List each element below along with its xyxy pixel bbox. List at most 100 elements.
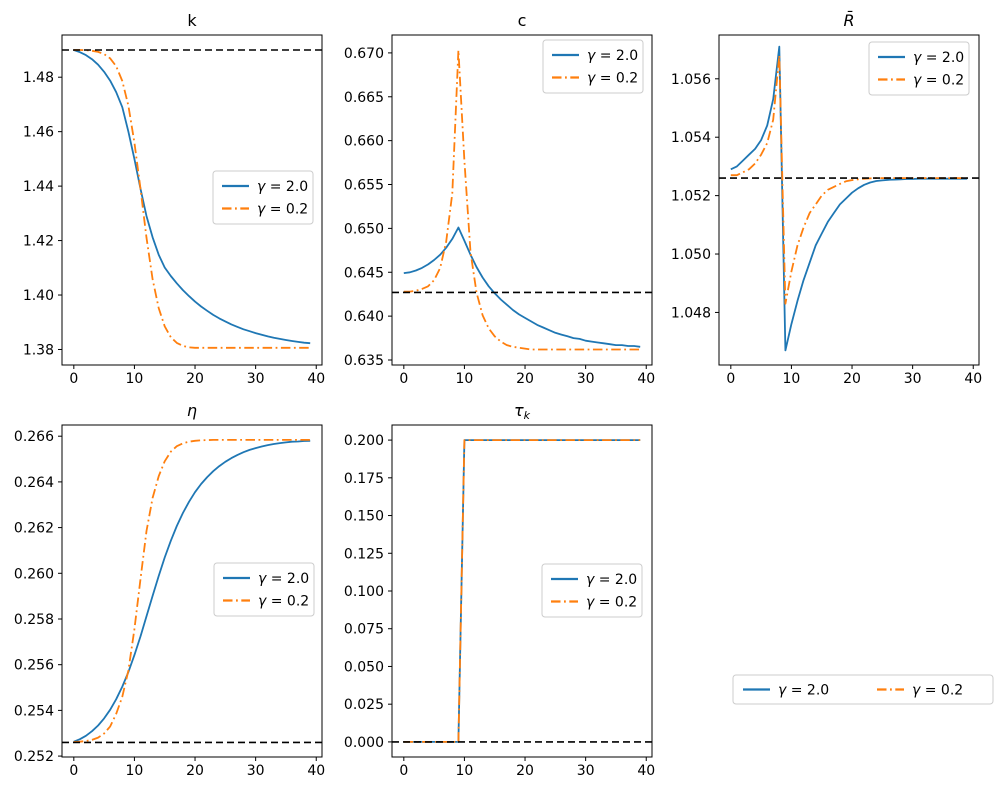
- y-tick-label-Rbar: 1.048: [671, 305, 711, 321]
- y-tick-label-eta: 0.256: [14, 658, 54, 674]
- y-tick-label-tau_k: 0.100: [344, 584, 384, 600]
- plot-title-tau_k: τk: [514, 401, 531, 422]
- y-tick-label-k: 1.46: [23, 125, 54, 141]
- eta-legend: γ = 2.0 γ = 0.2: [213, 562, 315, 617]
- x-tick-label-eta: 20: [186, 763, 204, 779]
- y-tick-label-eta: 0.254: [14, 703, 54, 719]
- x-tick-label-c: 10: [456, 371, 474, 387]
- plot-title-Rbar: R̄: [843, 11, 854, 30]
- tau_k-legend-box: [541, 563, 643, 618]
- x-tick-label-Rbar: 40: [964, 371, 982, 387]
- subplot-k: 0 10 20 30 40 1.38 1.40 1.42 1.44 1.46 1.48 k γ = 2.…: [23, 11, 325, 387]
- x-tick-label-Rbar: 0: [726, 371, 735, 387]
- plot-title-c: c: [518, 11, 527, 30]
- y-tick-label-Rbar: 1.052: [671, 189, 711, 205]
- series-line-tau_k-1: [403, 439, 641, 743]
- y-tick-label-c: 0.670: [344, 46, 384, 62]
- x-tick-label-Rbar: 20: [843, 371, 861, 387]
- y-tick-label-k: 1.38: [23, 342, 54, 358]
- y-tick-label-eta: 0.252: [14, 749, 54, 765]
- series-line-c-0: [403, 226, 641, 348]
- y-tick-label-Rbar: 1.056: [671, 72, 711, 88]
- x-tick-label-tau_k: 40: [637, 763, 655, 779]
- series-line-k-1: [73, 49, 311, 349]
- y-tick-label-c: 0.635: [344, 353, 384, 369]
- x-tick-label-c: 20: [516, 371, 534, 387]
- y-tick-label-k: 1.48: [23, 70, 54, 86]
- y-tick-label-Rbar: 1.054: [671, 130, 711, 146]
- y-tick-label-tau_k: 0.125: [344, 546, 384, 562]
- y-tick-label-c: 0.665: [344, 90, 384, 106]
- Rbar-legend-label-1: γ = 0.2: [913, 73, 964, 89]
- axes-frame-Rbar: [718, 34, 980, 366]
- c-legend-label-0: γ = 2.0: [587, 48, 638, 64]
- x-tick-label-eta: 0: [69, 763, 78, 779]
- Rbar-legend: γ = 2.0 γ = 0.2: [868, 41, 970, 96]
- subplot-Rbar: 0 10 20 30 40 1.048 1.050 1.052 1.054 1.056 R̄ γ = …: [671, 11, 982, 387]
- k-legend-box: [212, 170, 314, 225]
- series-line-k-0: [73, 49, 311, 345]
- eta-legend-box: [213, 562, 315, 617]
- y-tick-label-k: 1.44: [23, 179, 54, 195]
- y-tick-label-c: 0.645: [344, 265, 384, 281]
- y-tick-label-eta: 0.264: [14, 475, 54, 491]
- eta-legend-label-1: γ = 0.2: [258, 594, 309, 610]
- y-tick-label-k: 1.42: [23, 234, 54, 250]
- x-tick-label-c: 0: [399, 371, 408, 387]
- y-tick-label-eta: 0.260: [14, 566, 54, 582]
- figure-legend-box: [732, 674, 994, 705]
- x-tick-label-k: 20: [186, 371, 204, 387]
- plot-title-eta: η: [187, 401, 197, 420]
- series-line-eta-1: [73, 438, 311, 743]
- x-tick-label-c: 30: [577, 371, 595, 387]
- x-tick-label-eta: 10: [126, 763, 144, 779]
- y-tick-label-eta: 0.262: [14, 521, 54, 537]
- y-tick-label-Rbar: 1.050: [671, 247, 711, 263]
- eta-legend-label-0: γ = 2.0: [258, 571, 309, 587]
- x-tick-label-eta: 40: [307, 763, 325, 779]
- x-tick-label-Rbar: 30: [904, 371, 922, 387]
- y-tick-label-c: 0.660: [344, 134, 384, 150]
- y-tick-label-tau_k: 0.075: [344, 622, 384, 638]
- axes-frame-c: [391, 34, 653, 366]
- y-tick-label-tau_k: 0.000: [344, 735, 384, 751]
- x-tick-label-c: 40: [637, 371, 655, 387]
- x-tick-label-k: 10: [126, 371, 144, 387]
- tau_k-legend-label-0: γ = 2.0: [586, 572, 637, 588]
- subplot-c: 0 10 20 30 40 0.635 0.640 0.645 0.650 0.655 0.660 0…: [344, 11, 655, 387]
- subplot-tau_k: 0 10 20 30 40 0.000 0.025 0.050 0.075 0.100 0.125 0…: [344, 401, 655, 779]
- y-tick-label-tau_k: 0.025: [344, 697, 384, 713]
- series-line-c-1: [403, 49, 641, 351]
- x-tick-label-tau_k: 30: [577, 763, 595, 779]
- subplot-eta: 0 10 20 30 40 0.252 0.254 0.256 0.258 0.260 0.262 0…: [14, 401, 325, 779]
- x-tick-label-tau_k: 20: [516, 763, 534, 779]
- k-legend: γ = 2.0 γ = 0.2: [212, 170, 314, 225]
- c-legend-label-1: γ = 0.2: [587, 71, 638, 87]
- figure-legend-label-0: γ = 2.0: [778, 683, 829, 699]
- Rbar-legend-box: [868, 41, 970, 96]
- y-tick-label-tau_k: 0.175: [344, 471, 384, 487]
- x-tick-label-Rbar: 10: [783, 371, 801, 387]
- y-tick-label-tau_k: 0.050: [344, 659, 384, 675]
- tau_k-legend: γ = 2.0 γ = 0.2: [541, 563, 643, 618]
- y-tick-label-eta: 0.266: [14, 429, 54, 445]
- tau_k-legend-label-1: γ = 0.2: [586, 595, 637, 611]
- c-legend: γ = 2.0 γ = 0.2: [542, 39, 644, 94]
- x-tick-label-k: 0: [69, 371, 78, 387]
- x-tick-label-tau_k: 10: [456, 763, 474, 779]
- x-tick-label-k: 40: [307, 371, 325, 387]
- c-legend-box: [542, 39, 644, 94]
- y-tick-label-k: 1.40: [23, 288, 54, 304]
- k-legend-label-1: γ = 0.2: [257, 202, 308, 218]
- plot-title-k: k: [187, 11, 197, 30]
- axes-frame-eta: [61, 424, 323, 758]
- series-line-eta-0: [73, 439, 311, 743]
- y-tick-label-c: 0.655: [344, 178, 384, 194]
- y-tick-label-tau_k: 0.150: [344, 509, 384, 525]
- y-tick-label-tau_k: 0.200: [344, 433, 384, 449]
- x-tick-label-tau_k: 0: [399, 763, 408, 779]
- Rbar-legend-label-0: γ = 2.0: [913, 50, 964, 66]
- y-tick-label-eta: 0.258: [14, 612, 54, 628]
- k-legend-label-0: γ = 2.0: [257, 179, 308, 195]
